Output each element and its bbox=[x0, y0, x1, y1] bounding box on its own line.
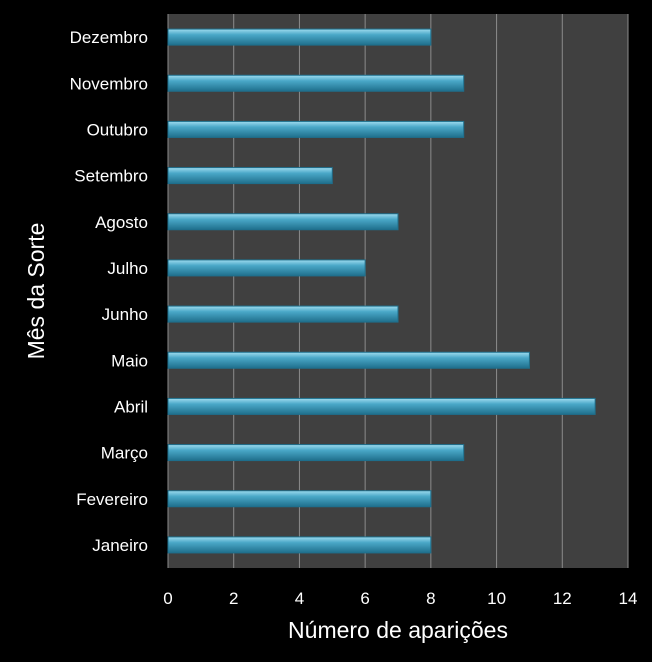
y-tick-label: Julho bbox=[107, 259, 148, 278]
x-tick-labels: 0 2 4 6 8 10 12 14 bbox=[163, 589, 637, 608]
x-axis-title: Número de aparições bbox=[288, 617, 508, 643]
bar-janeiro bbox=[167, 536, 432, 554]
bar-fevereiro bbox=[167, 490, 432, 508]
x-tick-label: 2 bbox=[229, 589, 238, 608]
y-tick-label: Janeiro bbox=[92, 536, 148, 555]
bar-julho bbox=[167, 259, 366, 277]
x-tick-label: 8 bbox=[426, 589, 435, 608]
y-tick-label: Dezembro bbox=[70, 28, 148, 47]
bar-setembro bbox=[167, 167, 333, 185]
x-tick-label: 0 bbox=[163, 589, 172, 608]
y-tick-label: Março bbox=[101, 444, 148, 463]
x-tick-label: 6 bbox=[360, 589, 369, 608]
y-tick-label: Novembro bbox=[70, 74, 148, 93]
y-tick-label: Outubro bbox=[87, 120, 148, 139]
y-tick-labels: Janeiro Fevereiro Março Abril Maio Junho Julho… bbox=[70, 28, 148, 555]
bar-junho bbox=[167, 305, 399, 323]
x-tick-label: 12 bbox=[553, 589, 572, 608]
y-tick-label: Junho bbox=[102, 305, 148, 324]
y-tick-label: Maio bbox=[111, 351, 148, 370]
y-tick-label: Fevereiro bbox=[76, 490, 148, 509]
bar-março bbox=[167, 444, 465, 462]
x-tick-label: 4 bbox=[295, 589, 304, 608]
x-tick-label: 14 bbox=[619, 589, 638, 608]
plot-area bbox=[168, 14, 628, 568]
bar-agosto bbox=[167, 213, 399, 231]
bar-outubro bbox=[167, 120, 465, 138]
bars bbox=[167, 28, 596, 554]
bar-novembro bbox=[167, 74, 465, 92]
gridlines bbox=[167, 14, 629, 568]
y-tick-label: Agosto bbox=[95, 213, 148, 232]
bar-maio bbox=[167, 351, 530, 369]
y-tick-label: Abril bbox=[114, 397, 148, 416]
bar-dezembro bbox=[167, 28, 432, 46]
y-axis-title: Mês da Sorte bbox=[23, 223, 49, 360]
x-tick-label: 10 bbox=[487, 589, 506, 608]
bar-abril bbox=[167, 397, 596, 415]
y-tick-label: Setembro bbox=[74, 167, 148, 186]
